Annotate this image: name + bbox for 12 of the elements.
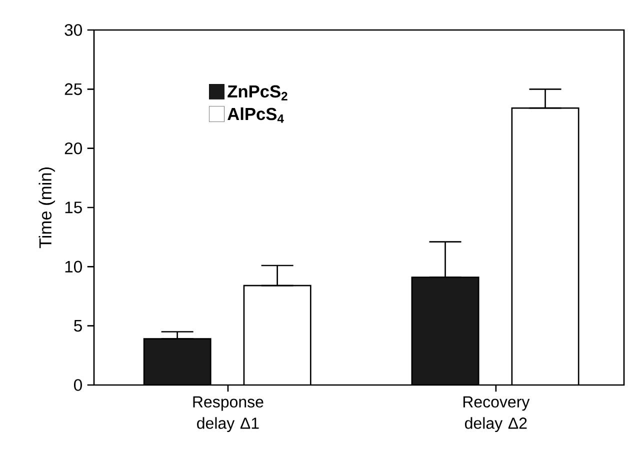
y-tick-label: 15 xyxy=(65,202,82,214)
y-tick-label: 30 xyxy=(64,24,82,36)
x-tick-label: Recovery delay Δ2 xyxy=(463,396,530,432)
y-tick-label: 5 xyxy=(74,320,82,332)
y-tick-label: 20 xyxy=(64,142,82,154)
y-axis-title: Time (min) xyxy=(38,168,55,248)
legend-label: AlPcS$_{4}$ xyxy=(228,107,284,123)
y-tick-label: 10 xyxy=(65,260,82,273)
y-tick-label: 0 xyxy=(74,379,82,391)
x-tick-label: Response delay Δ1 xyxy=(193,396,264,432)
y-tick-label: 25 xyxy=(64,83,82,96)
legend-label: ZnPcS$_{2}$ xyxy=(228,85,288,100)
